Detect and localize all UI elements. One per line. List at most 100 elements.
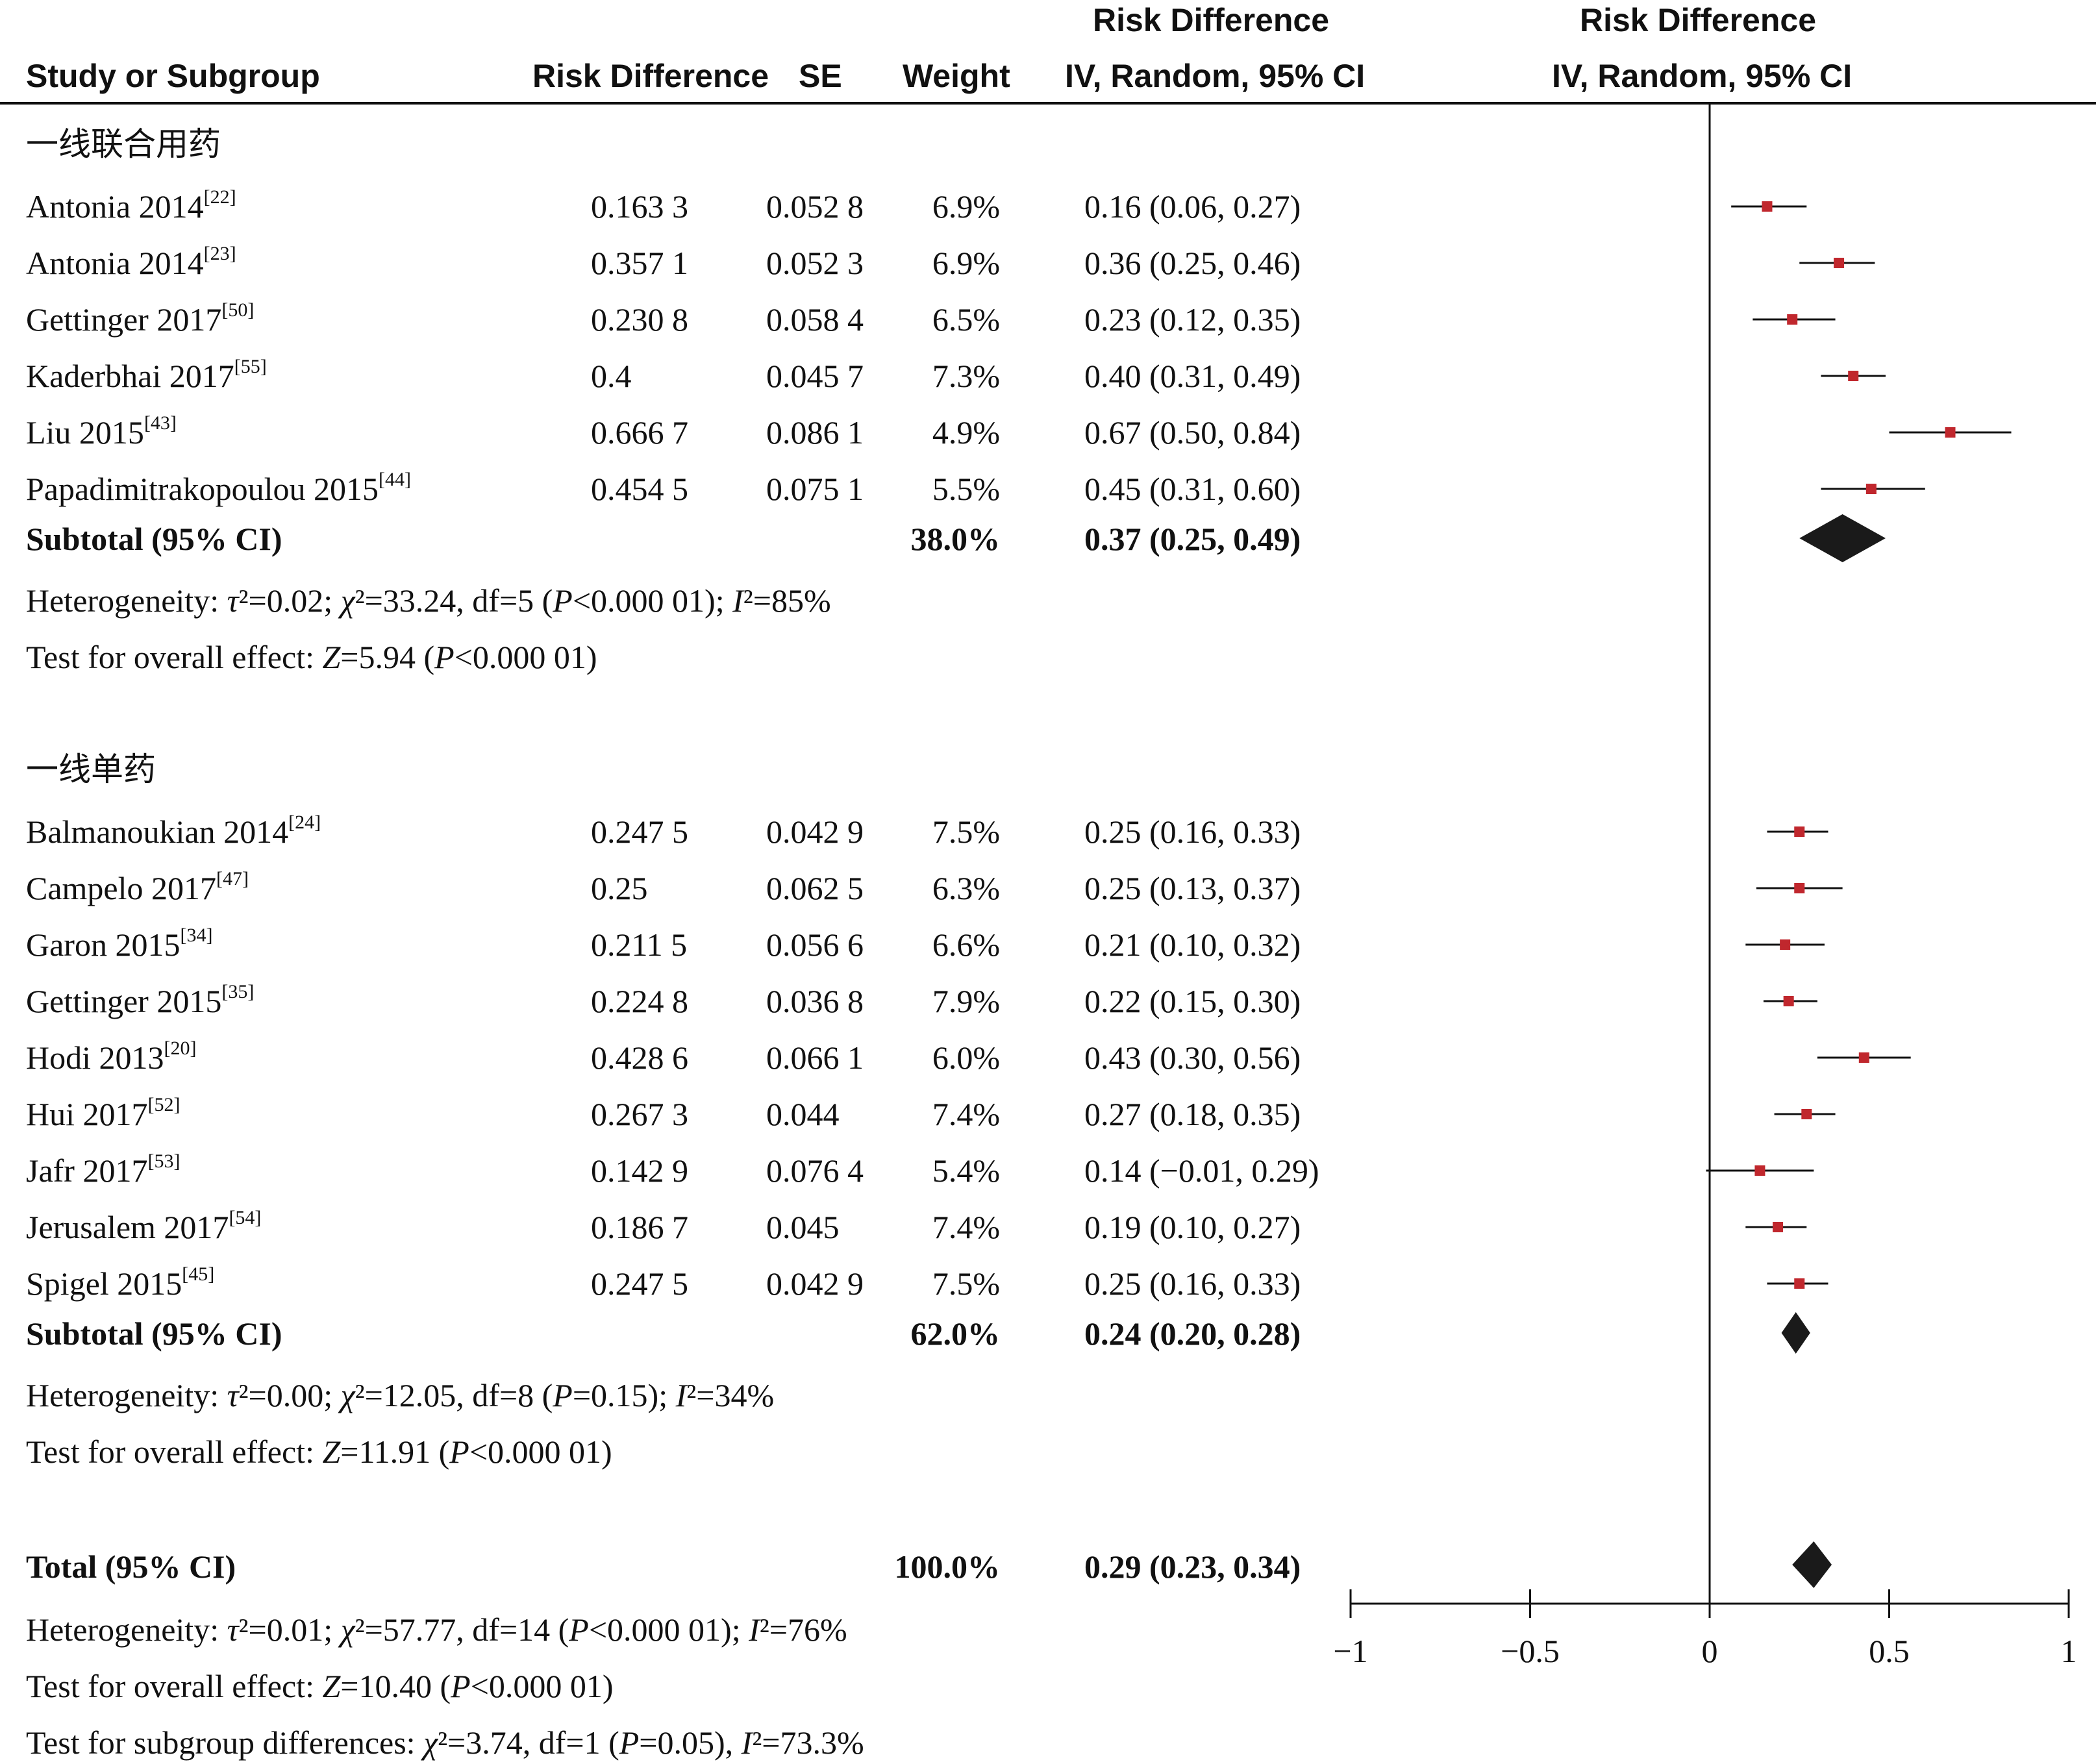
study-risk-difference: 0.224 8 xyxy=(591,983,688,1019)
subgroup-differences-text: Test for subgroup differences: χ²=3.74, … xyxy=(26,1724,864,1761)
study-name: Gettinger 2017[50] xyxy=(26,299,255,338)
study-marker xyxy=(1780,939,1791,950)
x-tick-label: −0.5 xyxy=(1501,1633,1560,1669)
study-ci: 0.22 (0.15, 0.30) xyxy=(1084,983,1301,1019)
study-weight: 7.4% xyxy=(932,1096,1000,1132)
study-ci: 0.43 (0.30, 0.56) xyxy=(1084,1039,1301,1076)
study-se: 0.066 1 xyxy=(766,1039,864,1076)
study-weight: 7.5% xyxy=(932,1265,1000,1302)
study-marker xyxy=(1848,371,1859,381)
study-ci: 0.19 (0.10, 0.27) xyxy=(1084,1209,1301,1245)
study-marker xyxy=(1945,427,1956,438)
header-plot-bottom: IV, Random, 95% CI xyxy=(1552,58,1853,94)
total-heterogeneity-text: Heterogeneity: τ²=0.01; χ²=57.77, df=14 … xyxy=(26,1611,847,1648)
study-ci: 0.14 (−0.01, 0.29) xyxy=(1084,1152,1319,1189)
study-se: 0.045 7 xyxy=(766,358,864,394)
study-reference: [55] xyxy=(234,356,267,377)
study-weight: 7.4% xyxy=(932,1209,1000,1245)
study-name: Liu 2015[43] xyxy=(26,412,177,451)
pooled-diamond xyxy=(1799,514,1886,562)
study-reference: [45] xyxy=(182,1263,215,1285)
study-marker xyxy=(1834,258,1845,268)
study-marker xyxy=(1794,883,1805,893)
study-ci: 0.45 (0.31, 0.60) xyxy=(1084,471,1301,507)
study-weight: 7.9% xyxy=(932,983,1000,1019)
header-risk-difference: Risk Difference xyxy=(532,58,769,94)
study-ci: 0.25 (0.16, 0.33) xyxy=(1084,814,1301,850)
study-name: Garon 2015[34] xyxy=(26,925,213,963)
study-reference: [23] xyxy=(203,243,236,264)
header-plot-top: Risk Difference xyxy=(1579,2,1817,38)
study-weight: 6.5% xyxy=(932,301,1000,338)
study-risk-difference: 0.230 8 xyxy=(591,301,688,338)
study-marker xyxy=(1787,314,1798,325)
study-marker xyxy=(1865,484,1877,494)
study-se: 0.045 xyxy=(766,1209,840,1245)
study-weight: 5.4% xyxy=(932,1152,1000,1189)
study-reference: [44] xyxy=(379,469,411,490)
header-study: Study or Subgroup xyxy=(26,58,320,94)
study-reference: [34] xyxy=(180,925,213,946)
study-ci: 0.21 (0.10, 0.32) xyxy=(1084,926,1301,963)
study-reference: [52] xyxy=(147,1094,181,1115)
study-marker xyxy=(1783,996,1794,1006)
study-marker xyxy=(1754,1165,1765,1176)
study-weight: 6.0% xyxy=(932,1039,1000,1076)
overall-effect-text: Test for overall effect: Z=11.91 (P<0.00… xyxy=(26,1434,612,1470)
study-risk-difference: 0.186 7 xyxy=(591,1209,688,1245)
study-se: 0.075 1 xyxy=(766,471,864,507)
study-se: 0.086 1 xyxy=(766,414,864,451)
heterogeneity-text: Heterogeneity: τ²=0.00; χ²=12.05, df=8 (… xyxy=(26,1377,775,1413)
study-risk-difference: 0.142 9 xyxy=(591,1152,688,1189)
study-risk-difference: 0.666 7 xyxy=(591,414,688,451)
study-se: 0.062 5 xyxy=(766,870,864,906)
header-ci-bottom: IV, Random, 95% CI xyxy=(1065,58,1366,94)
study-name: Antonia 2014[22] xyxy=(26,186,236,225)
study-reference: [54] xyxy=(229,1207,262,1228)
study-marker xyxy=(1858,1052,1869,1063)
study-se: 0.044 xyxy=(766,1096,840,1132)
study-name: Balmanoukian 2014[24] xyxy=(26,812,321,850)
study-marker xyxy=(1773,1222,1784,1232)
study-ci: 0.40 (0.31, 0.49) xyxy=(1084,358,1301,394)
total-label: Total (95% CI) xyxy=(26,1548,236,1585)
study-ci: 0.25 (0.16, 0.33) xyxy=(1084,1265,1301,1302)
overall-effect-text: Test for overall effect: Z=5.94 (P<0.000… xyxy=(26,639,597,675)
study-se: 0.052 8 xyxy=(766,188,864,225)
x-tick-label: 0 xyxy=(1702,1633,1718,1669)
subtotal-weight: 38.0% xyxy=(910,521,1001,557)
study-name: Antonia 2014[23] xyxy=(26,243,236,281)
subtotal-ci: 0.37 (0.25, 0.49) xyxy=(1084,521,1301,557)
study-name: Papadimitrakopoulou 2015[44] xyxy=(26,469,411,507)
study-weight: 6.9% xyxy=(932,188,1000,225)
study-ci: 0.27 (0.18, 0.35) xyxy=(1084,1096,1301,1132)
study-ci: 0.25 (0.13, 0.37) xyxy=(1084,870,1301,906)
group-title: 一线单药 xyxy=(26,751,156,788)
study-se: 0.076 4 xyxy=(766,1152,864,1189)
study-reference: [47] xyxy=(216,868,249,889)
study-ci: 0.16 (0.06, 0.27) xyxy=(1084,188,1301,225)
study-ci: 0.67 (0.50, 0.84) xyxy=(1084,414,1301,451)
study-risk-difference: 0.211 5 xyxy=(591,926,688,963)
study-se: 0.058 4 xyxy=(766,301,864,338)
study-reference: [24] xyxy=(288,812,321,833)
study-se: 0.042 9 xyxy=(766,1265,864,1302)
total-overall-effect-text: Test for overall effect: Z=10.40 (P<0.00… xyxy=(26,1668,614,1704)
study-reference: [53] xyxy=(147,1150,181,1172)
study-risk-difference: 0.25 xyxy=(591,870,648,906)
study-weight: 7.5% xyxy=(932,814,1000,850)
study-name: Jafr 2017[53] xyxy=(26,1150,181,1189)
study-marker xyxy=(1794,826,1805,837)
study-marker xyxy=(1794,1278,1805,1289)
study-risk-difference: 0.428 6 xyxy=(591,1039,688,1076)
study-reference: [43] xyxy=(143,412,177,434)
subtotal-ci: 0.24 (0.20, 0.28) xyxy=(1084,1315,1301,1352)
study-weight: 6.9% xyxy=(932,245,1000,281)
subtotal-label: Subtotal (95% CI) xyxy=(26,521,282,557)
heterogeneity-text: Heterogeneity: τ²=0.02; χ²=33.24, df=5 (… xyxy=(26,582,831,619)
study-name: Hodi 2013[20] xyxy=(26,1037,197,1076)
total-weight: 100.0% xyxy=(894,1548,1001,1585)
study-risk-difference: 0.163 3 xyxy=(591,188,688,225)
study-reference: [22] xyxy=(203,186,236,208)
